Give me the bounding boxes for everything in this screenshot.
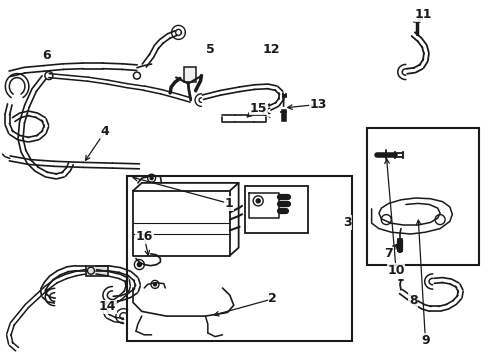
Bar — [127, 176, 351, 341]
Circle shape — [153, 283, 156, 286]
Text: 11: 11 — [413, 8, 431, 21]
Circle shape — [256, 199, 260, 203]
Text: 14: 14 — [99, 300, 116, 313]
Text: 10: 10 — [386, 264, 404, 276]
Text: 13: 13 — [308, 98, 326, 111]
Circle shape — [150, 177, 153, 180]
Text: 2: 2 — [268, 292, 277, 305]
Text: 6: 6 — [42, 49, 51, 62]
Text: 8: 8 — [408, 294, 417, 307]
Text: 5: 5 — [205, 43, 214, 56]
Bar — [85, 266, 107, 276]
Text: 9: 9 — [420, 334, 429, 347]
Text: 7: 7 — [384, 247, 392, 260]
Text: 1: 1 — [224, 197, 233, 210]
Text: 4: 4 — [101, 125, 109, 138]
Text: 12: 12 — [262, 43, 280, 56]
Bar — [244, 186, 307, 233]
Text: 3: 3 — [342, 216, 351, 229]
Text: 15: 15 — [249, 102, 266, 114]
Circle shape — [137, 262, 141, 267]
Bar — [366, 128, 478, 265]
Text: 16: 16 — [135, 230, 153, 243]
FancyBboxPatch shape — [183, 67, 196, 82]
